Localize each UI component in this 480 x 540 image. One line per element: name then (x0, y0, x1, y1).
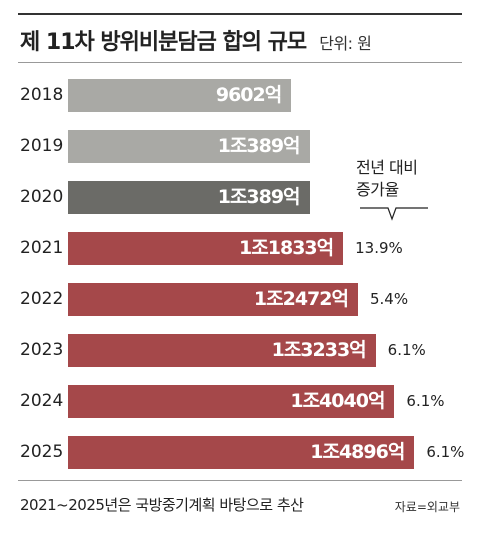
year-label-2025: 2025 (20, 442, 64, 462)
rate-legend: 전년 대비 증가율 (356, 157, 418, 201)
bar-value-label-2020: 1조389억 (217, 186, 301, 208)
growth-rate-2024: 6.1% (406, 392, 445, 410)
source-label: 자료=외교부 (394, 500, 460, 514)
rate-legend-pointer (360, 207, 428, 221)
bar-value-label-2024: 1조4040억 (290, 390, 385, 412)
bar-2023: 1조3233억 (68, 334, 376, 367)
growth-rate-2021: 13.9% (355, 239, 403, 257)
year-label-2020: 2020 (20, 187, 64, 207)
year-label-2018: 2018 (20, 85, 64, 105)
header-rule (18, 62, 462, 63)
bar-value-label-2019: 1조389억 (217, 135, 301, 157)
unit-label: 단위: 원 (319, 34, 372, 53)
year-label-2024: 2024 (20, 391, 64, 411)
growth-rate-2025: 6.1% (426, 443, 465, 461)
growth-rate-2023: 6.1% (387, 341, 426, 359)
bar-value-label-2018: 9602억 (215, 84, 282, 106)
bar-2020: 1조389억 (68, 181, 310, 214)
footnote: 2021~2025년은 국방중기계획 바탕으로 추산 (20, 496, 304, 514)
bar-2021: 1조1833억 (68, 232, 344, 265)
bar-value-label-2022: 1조2472억 (253, 288, 349, 310)
footer-rule (18, 480, 462, 481)
bar-2018: 9602억 (68, 79, 292, 112)
chart-title: 제 11차 방위비분담금 합의 규모 (20, 30, 307, 55)
growth-rate-2022: 5.4% (369, 290, 409, 308)
year-label-2022: 2022 (20, 289, 64, 309)
bar-value-label-2021: 1조1833억 (239, 237, 334, 259)
top-rule (18, 13, 462, 15)
bar-value-label-2025: 1조4896억 (310, 441, 405, 463)
year-label-2019: 2019 (20, 136, 64, 156)
year-label-2021: 2021 (20, 238, 64, 258)
rate-legend-line2: 증가율 (356, 180, 399, 199)
bar-2022: 1조2472억 (68, 283, 358, 316)
bar-value-label-2023: 1조3233억 (271, 339, 367, 361)
rate-legend-line1: 전년 대비 (356, 158, 418, 177)
bar-2025: 1조4896억 (68, 436, 415, 469)
bar-2019: 1조389억 (68, 130, 310, 163)
bar-2024: 1조4040억 (68, 385, 395, 418)
year-label-2023: 2023 (20, 340, 64, 360)
title-row: 제 11차 방위비분담금 합의 규모 단위: 원 (20, 24, 372, 56)
